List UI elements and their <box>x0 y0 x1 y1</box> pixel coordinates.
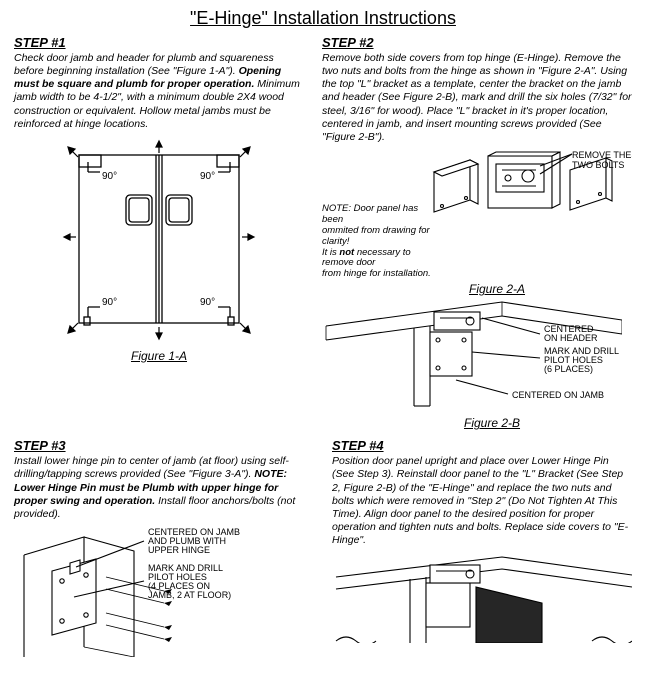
s1-pre: Check door jamb and header for plumb and… <box>14 52 274 77</box>
svg-text:CENTERED ON JAMBAND PLUMB WITH: CENTERED ON JAMBAND PLUMB WITHUPPER HING… <box>148 527 240 555</box>
figure-2a-label: Figure 2-A <box>362 282 632 296</box>
f2a-callout: REMOVE THESE TWO BOLTS <box>572 150 632 170</box>
step-4-body: Position door panel upright and place ov… <box>332 455 632 547</box>
row-1: STEP #1 Check door jamb and header for p… <box>14 35 632 430</box>
step-1: STEP #1 Check door jamb and header for p… <box>14 35 304 430</box>
page-title: "E-Hinge" Installation Instructions <box>14 8 632 29</box>
figure-2a-note: NOTE: Door panel has been ommited from d… <box>322 150 432 280</box>
step-4: STEP #4 Position door panel upright and … <box>332 438 632 657</box>
step-3-head: STEP #3 <box>14 438 314 453</box>
figure-3a-svg: CENTERED ON JAMBAND PLUMB WITHUPPER HING… <box>14 527 304 657</box>
f2a-note-l4: from hinge for installation. <box>322 269 432 280</box>
step-3: STEP #3 Install lower hinge pin to cente… <box>14 438 314 657</box>
row-2: STEP #3 Install lower hinge pin to cente… <box>14 438 632 657</box>
figure-2b-label: Figure 2-B <box>352 416 632 430</box>
step-1-body: Check door jamb and header for plumb and… <box>14 52 304 131</box>
svg-text:CENTEREDON HEADER: CENTEREDON HEADER <box>544 324 598 343</box>
step-2-body: Remove both side covers from top hinge (… <box>322 52 632 144</box>
s3-pre: Install lower hinge pin to center of jam… <box>14 455 289 480</box>
step-1-head: STEP #1 <box>14 35 304 50</box>
fig1a-90-tr: 90° <box>200 171 215 182</box>
f2a-note-l3-b: not <box>339 247 354 258</box>
step-2-head: STEP #2 <box>322 35 632 50</box>
svg-text:MARK AND DRILLPILOT HOLES(6 PL: MARK AND DRILLPILOT HOLES(6 PLACES) <box>544 346 619 374</box>
f2a-note-l3-pre: It is <box>322 247 339 258</box>
step-3-body: Install lower hinge pin to center of jam… <box>14 455 314 521</box>
figure-1a-label: Figure 1-A <box>131 349 187 363</box>
figure-1a-svg: 90° 90° 90° 90° <box>44 137 274 347</box>
figure-2b-svg: CENTEREDON HEADER MARK AND DRILLPILOT HO… <box>322 296 622 414</box>
step-2: STEP #2 Remove both side covers from top… <box>322 35 632 430</box>
figure-2a-svg: REMOVE THESE TWO BOLTS <box>432 150 632 260</box>
figure-2a-wrap: NOTE: Door panel has been ommited from d… <box>322 150 632 280</box>
figure-4-svg <box>332 553 632 643</box>
f2b-c3: CENTERED ON JAMB <box>512 390 604 400</box>
step-4-head: STEP #4 <box>332 438 632 453</box>
fig1a-90-bl: 90° <box>102 297 117 308</box>
figure-1a: 90° 90° 90° 90° Figure 1-A <box>14 137 304 363</box>
fig1a-90-br: 90° <box>200 297 215 308</box>
svg-text:MARK AND DRILLPILOT HOLES(4 PL: MARK AND DRILLPILOT HOLES(4 PLACES ONJAM… <box>148 563 231 600</box>
f2a-note-l1: NOTE: Door panel has been <box>322 204 432 226</box>
fig1a-90-tl: 90° <box>102 171 117 182</box>
f2a-note-l2: ommited from drawing for clarity! <box>322 226 432 248</box>
